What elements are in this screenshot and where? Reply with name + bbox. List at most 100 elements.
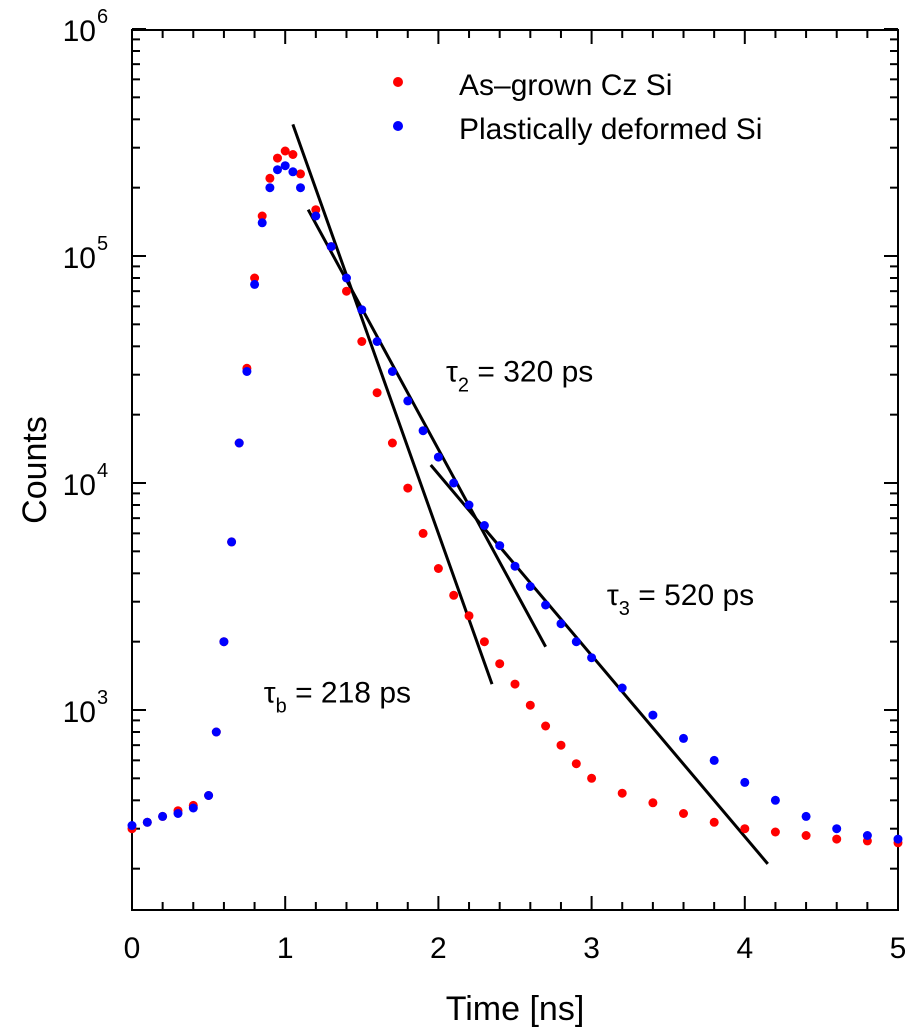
annotations: τ2 = 320 ps τ3 = 520 ps τb = 218 ps xyxy=(264,355,754,717)
y-tick-exponent: 4 xyxy=(97,460,108,482)
data-point xyxy=(273,153,282,163)
y-tick-label: 10 xyxy=(63,242,96,275)
data-point xyxy=(257,211,267,221)
plot-frame xyxy=(131,29,899,911)
data-point xyxy=(311,211,321,221)
axis-ticks xyxy=(131,28,899,910)
series-1-points xyxy=(127,146,903,848)
data-point xyxy=(801,811,811,821)
data-point xyxy=(357,337,367,346)
data-point xyxy=(587,653,597,663)
data-point xyxy=(893,834,903,844)
x-tick-label: 0 xyxy=(124,932,141,965)
data-point xyxy=(211,727,221,737)
data-point xyxy=(273,165,282,175)
data-point xyxy=(280,146,290,156)
data-point xyxy=(464,611,474,621)
data-points xyxy=(127,146,903,848)
data-point xyxy=(433,452,443,462)
x-tick-label: 5 xyxy=(890,932,907,965)
data-point xyxy=(495,659,505,669)
lifetime-annotation: τ2 = 320 ps xyxy=(446,355,593,396)
data-point xyxy=(433,564,443,573)
data-point xyxy=(265,173,275,183)
fit-line xyxy=(429,464,769,865)
legend-label: Plastically deformed Si xyxy=(459,113,762,146)
data-point xyxy=(525,582,535,591)
x-tick-label: 2 xyxy=(430,932,447,965)
legend-marker xyxy=(393,77,403,87)
data-point xyxy=(311,205,321,215)
y-tick-label: 10 xyxy=(63,696,96,729)
data-point xyxy=(449,590,459,600)
y-axis-title: Counts xyxy=(16,416,54,524)
data-point xyxy=(479,521,489,530)
data-point xyxy=(326,242,336,252)
legend-label: As–grown Cz Si xyxy=(459,69,672,102)
fit-line xyxy=(291,123,494,685)
y-tick-label: 10 xyxy=(63,15,96,48)
data-point xyxy=(265,183,275,193)
data-point xyxy=(479,637,489,647)
data-point xyxy=(127,821,137,830)
data-point xyxy=(227,537,237,547)
data-point xyxy=(862,831,872,840)
data-point xyxy=(296,183,305,193)
data-point xyxy=(403,483,413,493)
data-point xyxy=(709,817,719,827)
data-point xyxy=(740,824,750,834)
data-point xyxy=(387,367,397,376)
data-point xyxy=(617,788,627,798)
data-point xyxy=(571,637,581,647)
data-point xyxy=(342,286,351,296)
data-point xyxy=(801,831,811,840)
data-point xyxy=(770,827,780,837)
x-tick-label: 1 xyxy=(277,932,294,965)
x-tick-label: 4 xyxy=(736,932,753,965)
data-point xyxy=(587,773,597,783)
x-tick-label: 3 xyxy=(583,932,600,965)
data-point xyxy=(556,740,566,750)
data-point xyxy=(387,438,397,448)
data-point xyxy=(234,438,244,448)
data-point xyxy=(679,809,688,818)
data-point xyxy=(296,169,305,179)
data-point xyxy=(372,337,382,346)
data-point xyxy=(257,218,267,228)
y-tick-exponent: 3 xyxy=(97,687,108,709)
y-tick-exponent: 5 xyxy=(97,233,108,255)
data-point xyxy=(709,755,719,765)
data-point xyxy=(510,561,520,571)
data-point xyxy=(679,733,688,743)
data-point xyxy=(288,167,298,177)
data-point xyxy=(250,279,260,289)
data-point xyxy=(372,388,382,398)
data-point xyxy=(403,396,413,406)
data-point xyxy=(173,809,183,818)
data-point xyxy=(648,798,658,808)
data-point xyxy=(280,161,290,171)
data-point xyxy=(158,811,168,821)
data-point xyxy=(342,273,351,283)
x-axis-title: Time [ns] xyxy=(446,990,585,1028)
data-point xyxy=(418,528,428,538)
data-point xyxy=(832,834,842,844)
data-point xyxy=(541,600,551,610)
data-point xyxy=(740,777,750,787)
data-point xyxy=(464,500,474,510)
legend-marker xyxy=(393,121,403,131)
fit-lines xyxy=(291,123,769,865)
data-point xyxy=(250,273,260,283)
data-point xyxy=(571,759,581,769)
y-tick-exponent: 6 xyxy=(97,6,108,28)
y-tick-label: 10 xyxy=(63,469,96,502)
data-point xyxy=(510,679,520,689)
data-point xyxy=(832,824,842,834)
data-point xyxy=(288,150,298,159)
data-point xyxy=(219,637,229,647)
data-point xyxy=(188,803,198,813)
lifetime-annotation: τb = 218 ps xyxy=(264,676,411,717)
data-point xyxy=(617,683,627,693)
data-point xyxy=(770,795,780,805)
